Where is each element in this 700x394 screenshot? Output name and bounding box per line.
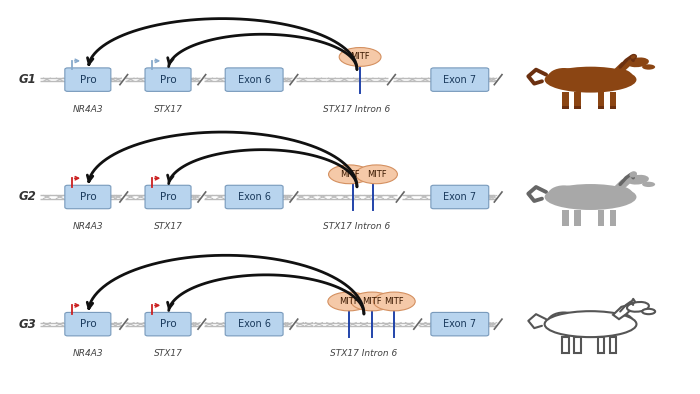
Ellipse shape: [351, 292, 393, 311]
FancyBboxPatch shape: [65, 185, 111, 209]
Bar: [574, 106, 581, 109]
Bar: [610, 223, 616, 226]
Ellipse shape: [642, 309, 655, 314]
Ellipse shape: [630, 55, 636, 59]
FancyBboxPatch shape: [431, 185, 489, 209]
FancyBboxPatch shape: [65, 68, 111, 91]
Ellipse shape: [328, 165, 370, 184]
Bar: [574, 92, 581, 109]
Ellipse shape: [545, 67, 636, 93]
Ellipse shape: [605, 69, 634, 87]
Text: NR4A3: NR4A3: [73, 222, 103, 231]
FancyBboxPatch shape: [145, 312, 191, 336]
Text: Pro: Pro: [160, 319, 176, 329]
Ellipse shape: [547, 312, 580, 333]
Ellipse shape: [605, 313, 634, 332]
Polygon shape: [613, 59, 634, 74]
FancyBboxPatch shape: [65, 312, 111, 336]
FancyBboxPatch shape: [225, 68, 283, 91]
Text: Pro: Pro: [80, 319, 96, 329]
Text: MITF: MITF: [339, 297, 358, 306]
Bar: [598, 92, 605, 109]
Text: MITF: MITF: [350, 52, 370, 61]
Text: G1: G1: [19, 73, 37, 86]
Bar: [598, 106, 605, 109]
Text: Exon 7: Exon 7: [443, 192, 477, 202]
Ellipse shape: [642, 182, 655, 187]
FancyBboxPatch shape: [431, 68, 489, 91]
Text: G2: G2: [19, 191, 37, 203]
Ellipse shape: [630, 172, 636, 177]
Ellipse shape: [642, 64, 655, 70]
Ellipse shape: [605, 186, 634, 204]
Bar: [610, 106, 616, 109]
Text: Pro: Pro: [160, 74, 176, 85]
Bar: [562, 106, 569, 109]
Ellipse shape: [328, 292, 370, 311]
Ellipse shape: [547, 185, 580, 205]
Text: STX17 Intron 6: STX17 Intron 6: [323, 105, 391, 114]
Polygon shape: [613, 177, 634, 192]
Ellipse shape: [545, 184, 636, 210]
Text: G3: G3: [19, 318, 37, 331]
Text: Exon 6: Exon 6: [237, 74, 271, 85]
Bar: [562, 223, 569, 226]
Polygon shape: [613, 304, 634, 319]
Text: STX17: STX17: [153, 105, 183, 114]
Bar: [574, 210, 581, 226]
Bar: [562, 210, 569, 226]
Text: Pro: Pro: [80, 74, 96, 85]
Text: STX17 Intron 6: STX17 Intron 6: [330, 349, 398, 358]
FancyBboxPatch shape: [225, 185, 283, 209]
FancyBboxPatch shape: [431, 312, 489, 336]
FancyBboxPatch shape: [145, 68, 191, 91]
Bar: [562, 92, 569, 109]
Bar: [610, 92, 616, 109]
Ellipse shape: [545, 311, 636, 337]
Ellipse shape: [627, 302, 649, 312]
FancyBboxPatch shape: [225, 312, 283, 336]
Text: MITF: MITF: [340, 170, 359, 179]
Text: Exon 6: Exon 6: [237, 192, 271, 202]
Text: STX17: STX17: [153, 222, 183, 231]
Bar: [574, 337, 581, 353]
Bar: [598, 210, 605, 226]
Ellipse shape: [340, 48, 381, 66]
Ellipse shape: [627, 58, 649, 67]
Text: STX17 Intron 6: STX17 Intron 6: [323, 222, 391, 231]
Bar: [574, 223, 581, 226]
Text: MITF: MITF: [384, 297, 404, 306]
Bar: [562, 337, 569, 353]
Text: Exon 7: Exon 7: [443, 74, 477, 85]
Ellipse shape: [547, 68, 580, 88]
Text: STX17: STX17: [153, 349, 183, 358]
Ellipse shape: [627, 175, 649, 184]
Bar: [610, 210, 616, 226]
Text: MITF: MITF: [362, 297, 382, 306]
Bar: [598, 223, 605, 226]
Text: NR4A3: NR4A3: [73, 105, 103, 114]
Ellipse shape: [373, 292, 415, 311]
Text: Pro: Pro: [80, 192, 96, 202]
Bar: [598, 337, 605, 353]
Bar: [610, 337, 616, 353]
Text: NR4A3: NR4A3: [73, 349, 103, 358]
Text: MITF: MITF: [367, 170, 386, 179]
Ellipse shape: [356, 165, 398, 184]
FancyBboxPatch shape: [145, 185, 191, 209]
Text: Pro: Pro: [160, 192, 176, 202]
Text: Exon 7: Exon 7: [443, 319, 477, 329]
Text: Exon 6: Exon 6: [237, 319, 271, 329]
